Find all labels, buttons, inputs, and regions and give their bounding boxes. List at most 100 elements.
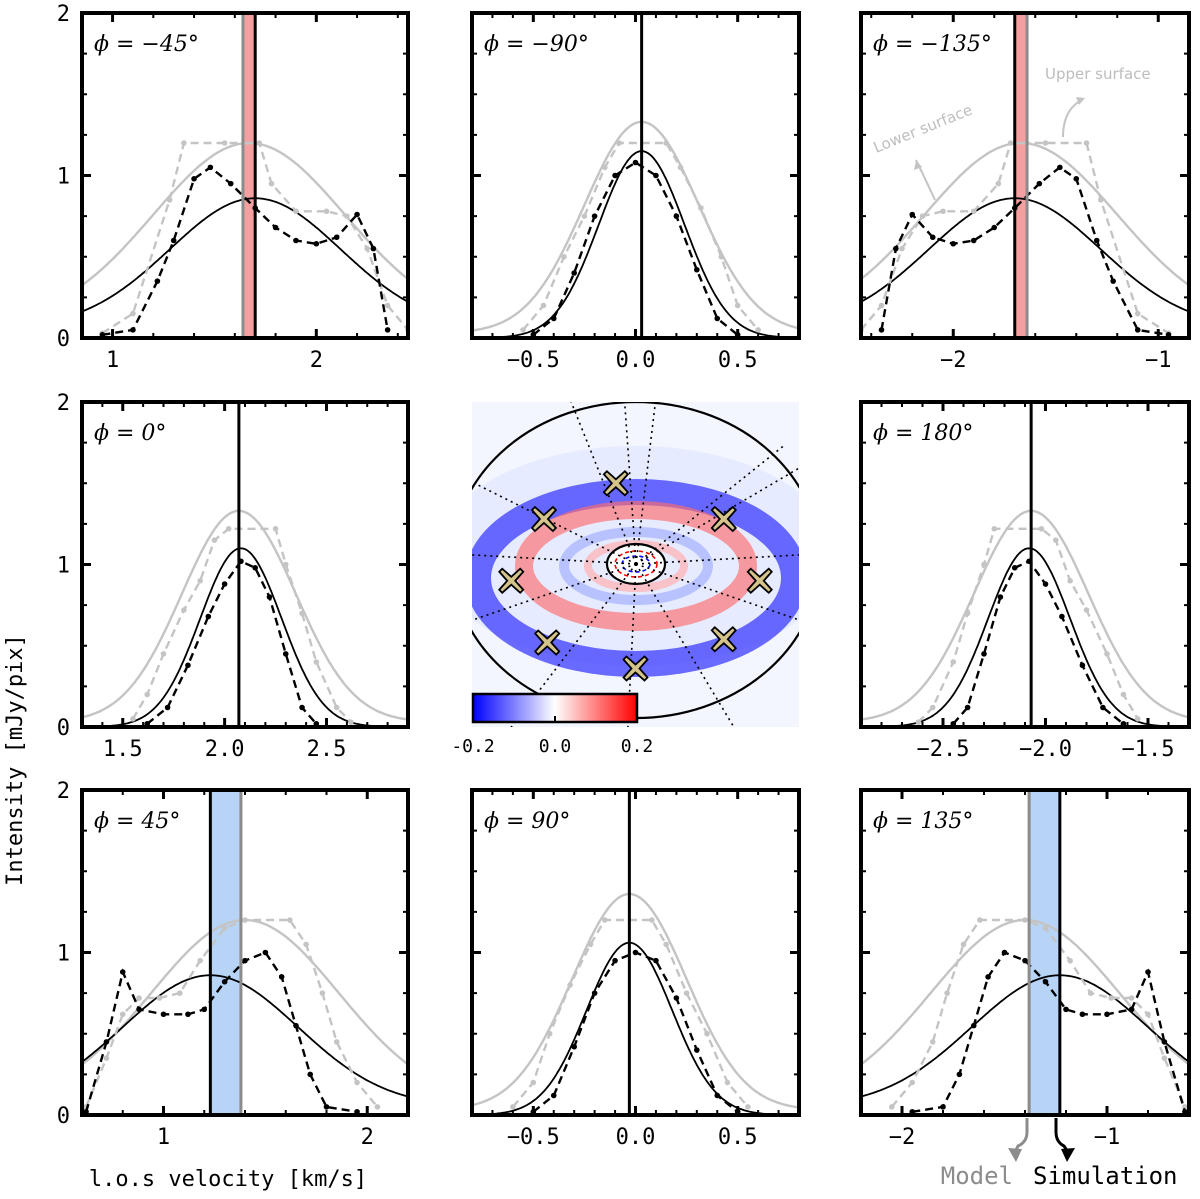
- model-spectrum-point: [268, 180, 275, 187]
- lower-surface-label: Lower surface: [871, 101, 975, 157]
- model-spectrum-point: [323, 208, 330, 215]
- velocity-band: [210, 790, 241, 1115]
- model-spectrum-point: [995, 180, 1002, 187]
- simulation-spectrum-point: [262, 949, 269, 956]
- panel-plot-area: [861, 13, 1189, 338]
- simulation-spectrum-point: [893, 245, 899, 252]
- map-x-marker: [530, 505, 558, 533]
- model-spectrum-point: [181, 140, 187, 146]
- panels-layer: 1 2 0 1 2 ϕ = −45° −0.5 0.0 0.5 ϕ = −90° −2 −1 ϕ = −…: [57, 2, 1191, 1150]
- simulation-spectrum-line: [880, 165, 1169, 336]
- colorbar-ticks: -0.2 0.0 0.2: [451, 716, 653, 757]
- x-tick-label: −1: [1094, 1125, 1121, 1150]
- simulation-spectrum-point: [252, 564, 258, 571]
- simulation-spectrum-point: [991, 224, 998, 231]
- simulation-spectrum-point: [612, 172, 618, 179]
- map-x-marker: [746, 567, 773, 594]
- simulation-legend-hook: [1054, 1118, 1070, 1153]
- panel-plot-area: [82, 13, 408, 338]
- model-spectrum-line: [84, 918, 379, 1108]
- simulation-spectrum-point: [591, 213, 598, 219]
- simulation-gaussian-curve: [861, 974, 1189, 1098]
- x-tick-label: −0.5: [507, 348, 560, 373]
- x-tick-label: −2: [940, 348, 967, 373]
- simulation-spectrum-point: [1093, 237, 1100, 244]
- y-tick-label: 2: [57, 2, 70, 27]
- velocity-band: [1029, 790, 1060, 1115]
- simulation-spectrum-point: [1104, 1011, 1110, 1018]
- model-gaussian-curve: [82, 918, 408, 1066]
- panel-frame: [80, 788, 410, 1117]
- map-inner-red-dash: [614, 550, 658, 578]
- model-spectrum-point: [333, 1039, 340, 1045]
- x-tick-label: −1: [1145, 348, 1172, 373]
- simulation-spectrum-point: [1036, 180, 1043, 187]
- map-red-ring: [515, 501, 757, 631]
- model-spectrum-point: [225, 525, 232, 532]
- simulation-spectrum-point: [1059, 613, 1065, 620]
- model-spectrum-point: [119, 1011, 126, 1018]
- model-spectrum-point: [319, 990, 326, 996]
- simulation-spectrum-point: [997, 594, 1004, 600]
- lower-surface-arrow-head: [914, 160, 922, 170]
- model-spectrum-point: [977, 917, 983, 923]
- simulation-gaussian-curve: [472, 150, 799, 338]
- model-spectrum-point: [677, 164, 684, 171]
- model-spectrum-point: [1182, 1104, 1188, 1110]
- x-tick-label: −0.5: [507, 1125, 560, 1150]
- simulation-gaussian-curve: [472, 941, 799, 1115]
- panel-frame: [80, 400, 410, 729]
- simulation-spectrum-point: [323, 1104, 330, 1110]
- simulation-spectrum-point: [221, 581, 228, 587]
- velocity-band: [242, 13, 256, 338]
- x-tick-label: 2.5: [307, 737, 347, 762]
- phi-label: ϕ = −90°: [484, 32, 589, 57]
- model-legend-arrow-head: [1008, 1148, 1022, 1162]
- model-legend-label: Model: [941, 1162, 1013, 1190]
- model-spectrum-point: [724, 1079, 731, 1086]
- model-spectrum-point: [384, 302, 391, 309]
- model-spectrum-point: [546, 1030, 553, 1037]
- map-ray: [635, 554, 799, 565]
- model-gaussian-curve: [861, 509, 1189, 721]
- simulation-spectrum-point: [673, 995, 680, 1001]
- simulation-spectrum-point: [160, 1011, 167, 1018]
- model-spectrum-point: [878, 302, 885, 309]
- simulation-spectrum-point: [714, 315, 721, 322]
- model-spectrum-point: [561, 253, 567, 260]
- model-spectrum-point: [136, 995, 142, 1001]
- model-spectrum-point: [1067, 957, 1073, 964]
- y-tick-label: 0: [57, 327, 70, 352]
- model-spectrum-point: [242, 917, 248, 923]
- simulation-spectrum-point: [227, 180, 234, 187]
- x-tick-label: −2.5: [917, 737, 970, 762]
- simulation-spectrum-point: [103, 1039, 110, 1045]
- model-spectrum-point: [970, 208, 977, 215]
- model-spectrum-point: [960, 941, 967, 948]
- simulation-spectrum-point: [1042, 978, 1049, 985]
- simulation-spectrum-line: [146, 559, 318, 725]
- x-tick-label: 1.5: [103, 737, 143, 762]
- map-markers: [498, 470, 773, 682]
- model-spectrum-point: [333, 704, 340, 711]
- residual-map: [472, 402, 799, 727]
- panel-frame: [859, 400, 1191, 729]
- simulation-gaussian-curve: [861, 547, 1189, 727]
- model-spectrum-point: [698, 205, 704, 211]
- panel-plot-area: [861, 790, 1189, 1115]
- simulation-spectrum-point: [964, 704, 971, 711]
- phi-label: ϕ = −135°: [873, 32, 992, 57]
- panel-plot-area: [472, 13, 799, 338]
- simulation-spectrum-point: [266, 594, 273, 600]
- y-tick-label: 2: [57, 779, 70, 804]
- model-gaussian-curve: [472, 892, 799, 1109]
- simulation-spectrum-point: [384, 327, 391, 333]
- upper-surface-label: Upper surface: [1045, 65, 1151, 83]
- model-spectrum-point: [1128, 995, 1135, 1001]
- model-spectrum-point: [734, 302, 741, 309]
- model-spectrum-point: [602, 164, 608, 171]
- x-tick-label: 0.0: [616, 1125, 656, 1150]
- phi-label: ϕ = 90°: [484, 809, 570, 834]
- model-spectrum-line: [511, 918, 749, 1108]
